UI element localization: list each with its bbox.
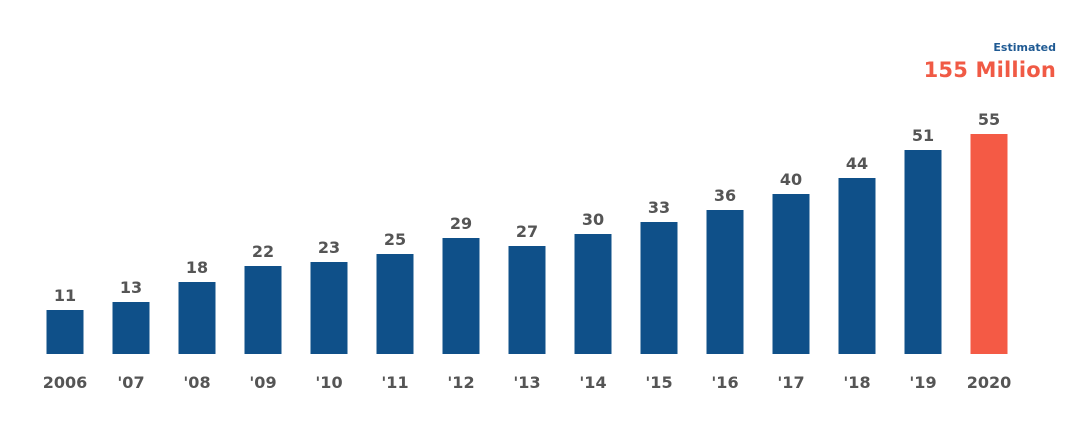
data-label-14: 55 [978, 110, 1000, 129]
x-tick-label-12: '18 [843, 373, 870, 392]
data-label-9: 33 [648, 198, 670, 217]
x-tick-label-0: 2006 [43, 373, 88, 392]
bar-4 [310, 262, 348, 354]
data-label-7: 27 [516, 222, 538, 241]
data-label-10: 36 [714, 186, 736, 205]
data-label-2: 18 [186, 258, 208, 277]
bar-14 [970, 134, 1008, 354]
bar-3 [244, 266, 282, 354]
x-tick-label-5: '11 [381, 373, 408, 392]
bar-12 [838, 178, 876, 354]
x-tick-label-6: '12 [447, 373, 474, 392]
bar-5 [376, 254, 414, 354]
annotation-estimated: Estimated [993, 41, 1056, 54]
x-tick-label-2: '08 [183, 373, 210, 392]
x-tick-label-10: '16 [711, 373, 738, 392]
bar-2 [178, 282, 216, 354]
annotation-total: 155 Million [923, 58, 1056, 82]
x-tick-label-8: '14 [579, 373, 606, 392]
bar-10 [706, 210, 744, 354]
x-tick-label-7: '13 [513, 373, 540, 392]
x-tick-label-3: '09 [249, 373, 276, 392]
data-label-5: 25 [384, 230, 406, 249]
bar-8 [574, 234, 612, 354]
bar-9 [640, 222, 678, 354]
bar-13 [904, 150, 942, 354]
bar-0 [46, 310, 84, 354]
data-label-12: 44 [846, 154, 868, 173]
x-tick-label-13: '19 [909, 373, 936, 392]
data-label-11: 40 [780, 170, 802, 189]
x-tick-label-11: '17 [777, 373, 804, 392]
bar-11 [772, 194, 810, 354]
data-label-4: 23 [318, 238, 340, 257]
bar-1 [112, 302, 150, 354]
x-tick-label-14: 2020 [967, 373, 1012, 392]
data-label-6: 29 [450, 214, 472, 233]
data-label-1: 13 [120, 278, 142, 297]
data-label-13: 51 [912, 126, 934, 145]
data-label-8: 30 [582, 210, 604, 229]
x-tick-label-4: '10 [315, 373, 342, 392]
data-label-0: 11 [54, 286, 76, 305]
x-tick-label-1: '07 [117, 373, 144, 392]
x-tick-label-9: '15 [645, 373, 672, 392]
data-label-3: 22 [252, 242, 274, 261]
bar-7 [508, 246, 546, 354]
bar-6 [442, 238, 480, 354]
